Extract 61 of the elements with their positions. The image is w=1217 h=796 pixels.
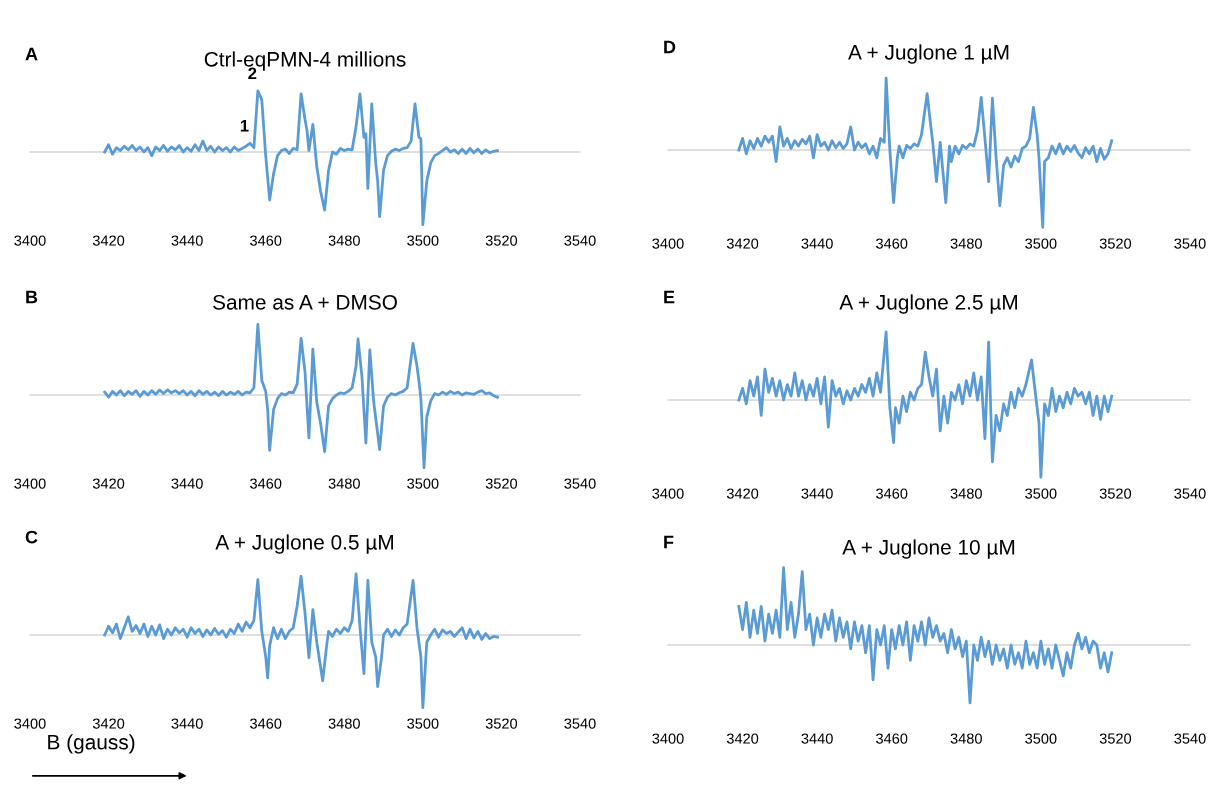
x-tick-label: 3540	[1174, 733, 1206, 744]
x-tick-label: 3420	[726, 238, 759, 249]
x-tick-label: 3480	[950, 238, 982, 249]
x-tick-label: 3540	[1174, 488, 1206, 499]
x-tick-label: 3480	[328, 235, 360, 246]
chart-title: A + Juglone 1 µM	[848, 44, 1009, 64]
x-tick-label: 3420	[726, 488, 759, 499]
annotation: 1	[240, 120, 249, 132]
x-tick-label: 3520	[1099, 238, 1132, 249]
chart-title: A + Juglone 2.5 µM	[839, 294, 1017, 314]
x-tick-label: 3440	[171, 235, 203, 246]
chart-title: A + Juglone 10 µM	[842, 539, 1015, 559]
x-tick-label: 3500	[407, 235, 439, 246]
x-tick-label: 3400	[14, 478, 46, 489]
x-tick-label: 3400	[14, 718, 46, 729]
x-tick-label: 3500	[1025, 238, 1057, 249]
x-tick-label: 3440	[171, 478, 203, 489]
text: E	[664, 290, 675, 304]
x-tick-label: 3500	[1025, 733, 1057, 744]
x-tick-label: 3460	[876, 733, 908, 744]
x-tick-label: 3500	[407, 718, 439, 729]
chart-title: Same as A + DMSO	[213, 294, 397, 310]
x-tick-label: 3520	[1099, 733, 1132, 744]
x-tick-label: 3420	[92, 478, 125, 489]
x-tick-label: 3440	[801, 733, 833, 744]
x-tick-label: 3480	[328, 478, 360, 489]
x-tick-label: 3520	[485, 235, 518, 246]
text: A	[25, 47, 38, 61]
x-tick-label: 3460	[876, 238, 908, 249]
x-tick-label: 3540	[564, 235, 596, 246]
x-tick-label: 3520	[485, 718, 518, 729]
x-tick-label: 3500	[407, 478, 439, 489]
x-tick-label: 3440	[801, 238, 833, 249]
text: D	[664, 40, 676, 54]
x-tick-label: 3500	[1025, 488, 1057, 499]
x-tick-label: 3400	[652, 488, 684, 499]
x-tick-label: 3400	[14, 235, 46, 246]
x-tick-label: 3420	[92, 718, 125, 729]
x-tick-label: 3520	[485, 478, 518, 489]
x-tick-label: 3460	[250, 478, 282, 489]
x-tick-label: 3540	[1174, 238, 1206, 249]
x-tick-label: 3540	[564, 718, 596, 729]
text: F	[664, 535, 674, 549]
x-tick-label: 3480	[950, 488, 982, 499]
x-tick-label: 3480	[328, 718, 360, 729]
x-tick-label: 3520	[1099, 488, 1132, 499]
x-tick-label: 3540	[564, 478, 596, 489]
x-tick-label: 3400	[652, 238, 684, 249]
x-tick-label: 3440	[171, 718, 203, 729]
x-tick-label: 3460	[876, 488, 908, 499]
text: B	[26, 290, 38, 304]
x-axis-title: B (gauss)	[48, 734, 135, 754]
text: C	[25, 530, 38, 544]
x-tick-label: 3420	[726, 733, 759, 744]
x-tick-label: 3460	[250, 718, 282, 729]
x-tick-label: 3480	[950, 733, 982, 744]
x-tick-label: 3460	[250, 235, 282, 246]
x-tick-label: 3400	[652, 733, 684, 744]
x-tick-label: 3420	[92, 235, 125, 246]
chart-title: A + Juglone 0.5 µM	[215, 534, 393, 554]
x-tick-label: 3440	[801, 488, 833, 499]
